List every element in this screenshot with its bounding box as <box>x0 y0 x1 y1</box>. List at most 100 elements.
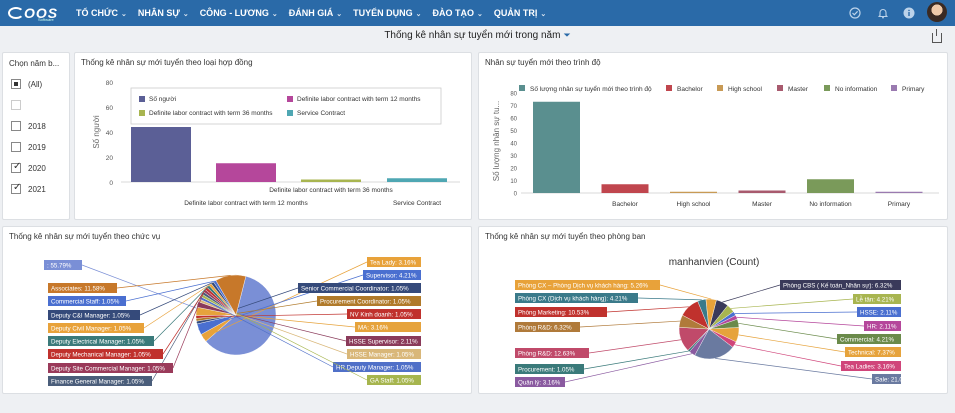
check-circle-icon[interactable] <box>849 7 861 19</box>
pie-label: Tea Lady: 3.16% <box>370 260 417 267</box>
legend-swatch <box>139 110 145 116</box>
pie-slice-18 <box>215 274 247 316</box>
app-logo[interactable]: OOS Software <box>8 4 66 22</box>
nav-item-label: NHÂN SỰ <box>137 8 180 18</box>
bar-3 <box>738 190 786 193</box>
y-axis-label: Số người <box>92 115 101 149</box>
pie-label-box <box>845 347 901 357</box>
pie-label: HSSE Supervisor: 2.11% <box>349 339 418 346</box>
pie-label-box <box>48 376 152 386</box>
pie-label: Phòng CBS ( Kế toán_Nhân sự): 6.32% <box>783 283 893 290</box>
year-checkbox-3[interactable] <box>11 142 21 152</box>
education-bar-chart: 0 10 20 30 40 50 60 70 80 Số lượng nhân sự tu... B… <box>492 84 939 208</box>
pie-label-box <box>347 309 421 319</box>
x-tick-label: Primary <box>888 201 911 208</box>
export-icon[interactable] <box>932 29 942 43</box>
position-chart-panel: Thống kê nhân sự mới tuyển theo chức vụ … <box>2 226 472 394</box>
bell-icon[interactable] <box>877 7 889 19</box>
pie-label: Associates: 11.58% <box>51 286 105 293</box>
logo-swoosh-icon <box>8 7 24 19</box>
pie-label: Phòng Marketing: 10.53% <box>518 310 590 317</box>
pie-label: Deputy C&I Manager: 1.05% <box>51 313 130 320</box>
legend-swatch <box>519 85 525 91</box>
bar-4 <box>807 179 854 193</box>
year-filter-title: Chọn năm b... <box>9 59 60 68</box>
filter-icon[interactable]: ⏷ <box>563 30 571 40</box>
year-label: (All) <box>28 80 43 89</box>
pie-label: Tea Ladies: 3.16% <box>844 364 895 371</box>
pie-leader-line <box>734 311 858 314</box>
pie-label: Deputy Civil Manager: 1.05% <box>51 326 132 333</box>
year-checkbox-4[interactable] <box>11 161 21 173</box>
pie-label-box <box>48 336 154 346</box>
bar-2 <box>670 191 717 193</box>
pie-label-box <box>837 334 901 344</box>
pie-label: Phòng CX – Phòng Dịch vụ khách hàng: 5.2… <box>518 283 649 290</box>
department-pie-chart: manhanvien (Count) Phòng CBS ( Kế toán_Nh… <box>515 257 912 387</box>
year-filter-panel: Chọn năm b... (All) 2018 2019 2020 2021 <box>2 52 70 220</box>
pie-label-box <box>347 349 421 359</box>
year-checkbox-5[interactable] <box>11 182 21 194</box>
pie-leader-line <box>139 282 213 316</box>
legend-label: Definite labor contract with term 12 mon… <box>297 96 421 103</box>
pie-leader-line <box>579 320 681 328</box>
pie-label: Technical: 7.37% <box>848 350 895 357</box>
pie-label-box <box>841 361 901 371</box>
x-tick-label: Service Contract <box>393 200 441 207</box>
nav-item-label: TỔ CHỨC <box>76 8 118 18</box>
user-avatar[interactable] <box>927 2 947 22</box>
pie-leader-line <box>203 261 368 339</box>
y-tick-label: 40 <box>510 142 517 148</box>
legend-label: Master <box>788 86 809 93</box>
legend-label: Số người <box>149 94 176 103</box>
chevron-down-icon: ⌄ <box>540 11 547 18</box>
pie-label: Phòng R&D: 6.32% <box>518 325 572 332</box>
nav-item-6[interactable]: QUẢN TRỊ ⌄ <box>494 0 557 26</box>
pie-leader-line <box>730 298 854 309</box>
y-tick-label: 20 <box>106 155 114 162</box>
nav-item-2[interactable]: CÔNG - LƯƠNG ⌄ <box>200 0 289 26</box>
y-tick-label: 0 <box>109 180 113 187</box>
pie-label-box <box>864 321 901 331</box>
nav-item-3[interactable]: ĐÁNH GIÁ ⌄ <box>289 0 353 26</box>
pie-label-box <box>515 293 638 303</box>
pie-label: Sale: 21.05% <box>875 377 912 384</box>
pie-label-box <box>48 310 140 320</box>
info-icon[interactable] <box>903 7 915 19</box>
pie-label-box <box>853 294 901 304</box>
pie-label-box <box>515 377 565 387</box>
nav-item-5[interactable]: ĐÀO TẠO ⌄ <box>432 0 493 26</box>
y-tick-label: 80 <box>510 92 517 98</box>
pie-label-box <box>515 280 660 290</box>
pie-label-box <box>857 307 901 317</box>
nav-item-1[interactable]: NHÂN SỰ ⌄ <box>138 0 200 26</box>
pie-leader-line <box>143 284 211 329</box>
pie-label: MA: 3.16% <box>358 325 389 332</box>
pie-label-box <box>367 257 421 267</box>
nav-item-label: CÔNG - LƯƠNG <box>199 8 269 18</box>
year-checkbox-2[interactable] <box>11 121 21 131</box>
year-checkbox-0[interactable] <box>11 79 21 89</box>
pie-label: HR Deputy Manager: 1.05% <box>336 365 414 372</box>
page-title: Thống kê nhân sự tuyển mới trong năm ⏷ <box>0 30 955 41</box>
pie-leader-line <box>196 310 356 328</box>
year-checkbox-1[interactable] <box>11 100 21 110</box>
position-panel-title: Thống kê nhân sự mới tuyển theo chức vụ <box>9 232 161 241</box>
chevron-down-icon: ⌄ <box>182 11 189 18</box>
pie-label: GA Staff: 1.05% <box>370 378 414 385</box>
y-tick-label: 80 <box>106 80 114 87</box>
chevron-down-icon: ⌄ <box>336 11 343 18</box>
pie-label-box <box>515 364 584 374</box>
pie-leader-line <box>197 304 347 342</box>
nav-item-0[interactable]: TỔ CHỨC ⌄ <box>76 0 138 26</box>
logo-text: OOS <box>24 5 59 21</box>
bar-1 <box>216 163 276 182</box>
legend-swatch <box>287 110 293 116</box>
legend-label: Số lượng nhân sự tuyển mới theo trình độ <box>530 84 652 93</box>
pie-label-box <box>317 296 421 306</box>
nav-item-label: ĐÁNH GIÁ <box>288 8 334 18</box>
pie-label-box <box>48 323 144 333</box>
pie-label: NV Kinh doanh: 1.05% <box>350 312 413 319</box>
nav-item-4[interactable]: TUYỂN DỤNG ⌄ <box>353 0 432 26</box>
logo-subtext: Software <box>38 17 54 22</box>
